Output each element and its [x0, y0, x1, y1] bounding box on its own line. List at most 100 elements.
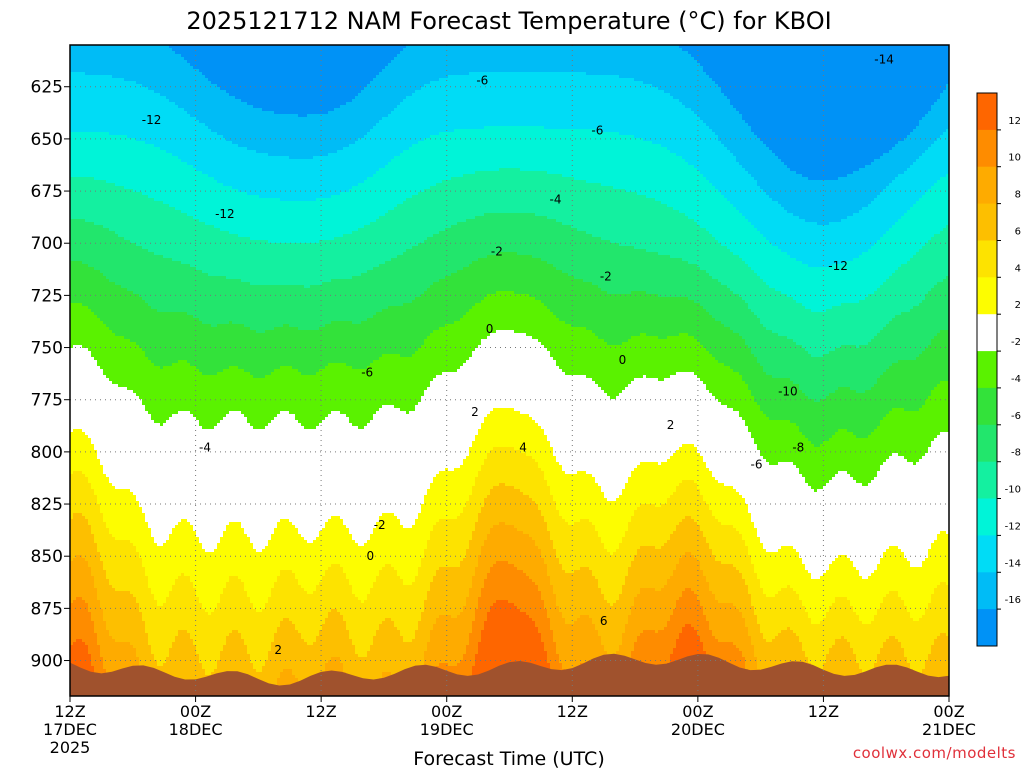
temperature-cell: [823, 486, 949, 490]
temperature-cell: [70, 267, 95, 271]
temperature-cell: [70, 492, 95, 496]
temperature-cell: [481, 636, 542, 640]
temperature-cell: [703, 642, 734, 646]
temperature-cell: [142, 507, 422, 511]
temperature-cell: [478, 564, 494, 568]
temperature-cell: [739, 294, 788, 298]
temperature-cell: [109, 279, 242, 283]
temperature-cell: [853, 432, 872, 436]
temperature-cell: [175, 639, 194, 643]
temperature-cell: [481, 594, 542, 598]
temperature-cell: [676, 564, 701, 568]
temperature-cell: [217, 663, 254, 667]
temperature-cell: [235, 96, 356, 100]
temperature-cell: [631, 609, 674, 613]
temperature-cell: [352, 321, 362, 325]
temperature-cell: [541, 597, 557, 601]
temperature-cell: [733, 204, 782, 208]
temperature-cell: [457, 270, 563, 274]
temperature-cell: [157, 603, 164, 607]
temperature-cell: [382, 672, 392, 676]
temperature-cell: [673, 96, 728, 100]
temperature-cell: [760, 138, 905, 142]
temperature-cell: [868, 435, 938, 439]
temperature-cell: [247, 648, 272, 652]
temperature-cell: [70, 222, 95, 226]
temperature-cell: [619, 597, 635, 601]
temperature-cell: [688, 333, 740, 337]
temperature-cell: [172, 153, 269, 157]
temperature-cell: [427, 492, 473, 496]
temperature-cell: [70, 477, 89, 481]
temperature-cell: [556, 315, 713, 319]
temperature-cell: [640, 462, 659, 466]
temperature-cell: [874, 429, 949, 433]
temperature-cell: [874, 570, 949, 574]
temperature-cell: [370, 129, 455, 133]
temperature-cell: [223, 369, 245, 373]
temperature-cell: [778, 201, 872, 205]
plot-frame: [69, 44, 950, 697]
temperature-cell: [139, 603, 158, 607]
temperature-cell: [709, 75, 949, 79]
temperature-cell: [70, 189, 134, 193]
temperature-cell: [703, 645, 737, 649]
temperature-cell: [817, 489, 949, 493]
temperature-cell: [124, 237, 251, 241]
temperature-cell: [631, 612, 674, 616]
temperature-cell: [934, 438, 949, 442]
temperature-cell: [214, 177, 368, 181]
temperature-cell: [175, 579, 191, 583]
temperature-cell: [256, 669, 263, 673]
temperature-cell: [247, 534, 272, 538]
temperature-cell: [622, 540, 668, 544]
temperature-cell: [220, 420, 248, 424]
temperature-cell: [724, 483, 809, 487]
temperature-cell: [487, 255, 533, 259]
temperature-cell: [70, 447, 95, 451]
temperature-cell: [934, 642, 949, 646]
temperature-cell: [925, 402, 949, 406]
temperature-cell: [721, 321, 761, 325]
temperature-cell: [739, 210, 788, 214]
temperature-cell: [472, 537, 488, 541]
temperature-cell: [580, 519, 590, 523]
temperature-cell: [604, 390, 623, 394]
temperature-cell: [142, 399, 422, 403]
temperature-cell: [580, 615, 590, 619]
temperature-cell: [178, 633, 191, 637]
temperature-cell: [757, 180, 893, 184]
temperature-cell: [70, 474, 86, 478]
temperature-cell: [376, 171, 476, 175]
temperature-cell: [424, 240, 611, 244]
temperature-cell: [736, 567, 755, 571]
temperature-cell: [250, 537, 272, 541]
temperature-cell: [82, 555, 101, 559]
temperature-cell: [355, 594, 368, 598]
temperature-cell: [460, 366, 560, 370]
temperature-cell: [70, 234, 119, 238]
temperature-cell: [220, 87, 365, 91]
temperature-cell: [721, 402, 758, 406]
temperature-cell: [703, 459, 767, 463]
temperature-cell: [208, 78, 374, 82]
temperature-cell: [148, 87, 221, 91]
temperature-cell: [376, 75, 449, 79]
temperature-cell: [880, 285, 935, 289]
temperature-cell: [283, 669, 293, 673]
temperature-cell: [70, 54, 182, 58]
temperature-cell: [70, 120, 200, 124]
temperature-cell: [115, 588, 152, 592]
temperature-cell: [340, 612, 422, 616]
temperature-cell: [343, 618, 386, 622]
temperature-cell: [778, 333, 878, 337]
temperature-cell: [553, 264, 698, 268]
temperature-cell: [739, 570, 755, 574]
temperature-cell: [70, 660, 92, 664]
temperature-cell: [367, 651, 425, 655]
temperature-cell: [322, 624, 347, 628]
temperature-cell: [553, 540, 602, 544]
temperature-cell: [400, 153, 677, 157]
temperature-cell: [931, 543, 949, 547]
temperature-cell: [607, 393, 620, 397]
